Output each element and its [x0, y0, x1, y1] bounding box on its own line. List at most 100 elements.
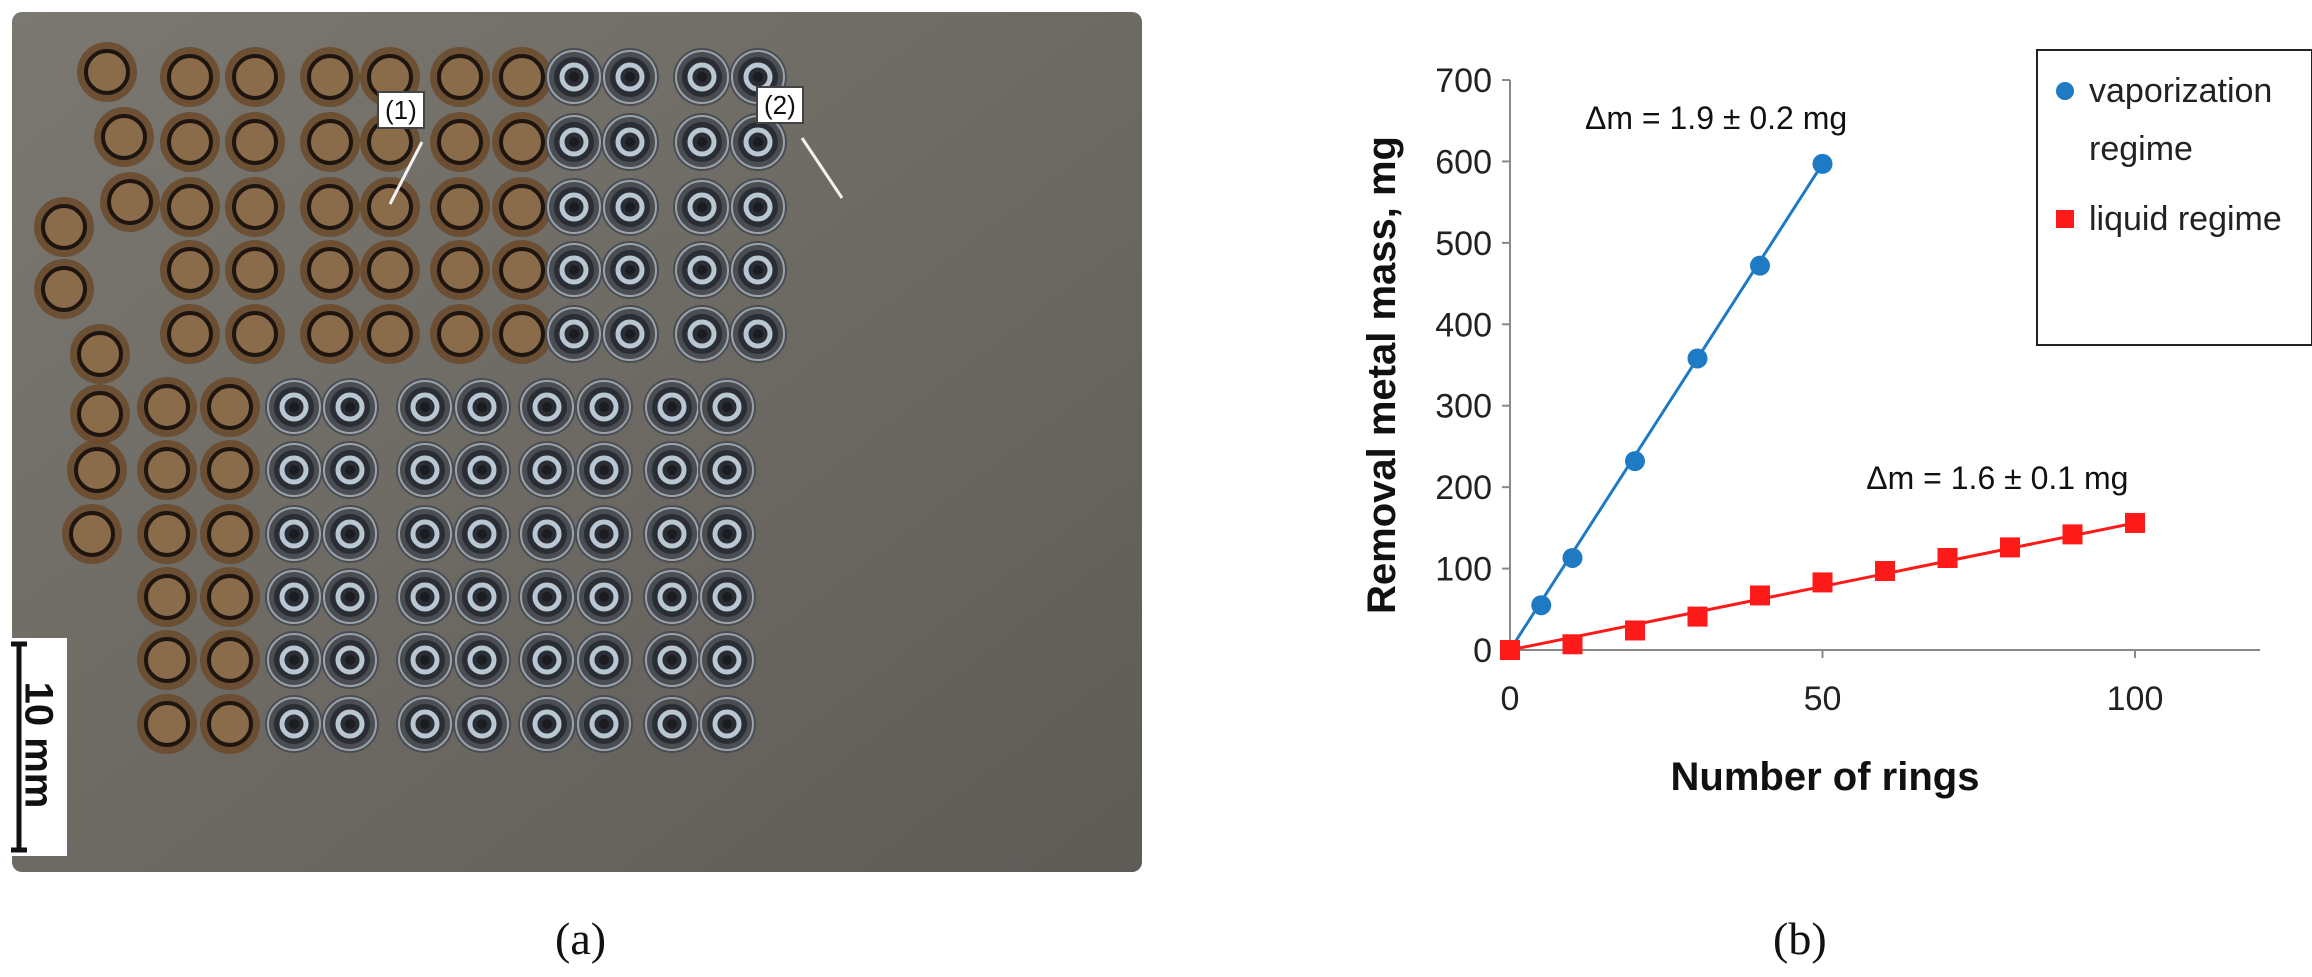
steel-spot — [321, 631, 379, 689]
data-point — [2125, 513, 2145, 533]
legend-marker-circle — [2056, 82, 2074, 100]
data-point — [1688, 607, 1708, 627]
steel-spot — [396, 568, 454, 626]
steel-spot — [575, 378, 633, 436]
rust-spot — [430, 240, 490, 300]
steel-spot — [518, 568, 576, 626]
steel-spot — [673, 241, 731, 299]
steel-spot — [265, 568, 323, 626]
x-tick-label: 50 — [1804, 680, 1842, 718]
steel-spot — [601, 113, 659, 171]
data-point — [1813, 154, 1833, 174]
steel-spot — [575, 631, 633, 689]
rust-spot — [160, 112, 220, 172]
steel-spot — [453, 568, 511, 626]
steel-spot — [673, 305, 731, 363]
rust-spot — [300, 112, 360, 172]
data-point — [1750, 585, 1770, 605]
y-axis-title: Removal metal mass, mg — [1360, 136, 1404, 614]
data-point — [1813, 572, 1833, 592]
steel-spot — [265, 695, 323, 753]
rust-spot — [77, 42, 137, 102]
slope-annotation: Δm = 1.6 ± 0.1 mg — [1866, 460, 2128, 496]
legend-entry: liquid regime — [2056, 200, 2282, 238]
steel-spot — [518, 378, 576, 436]
steel-spot — [265, 441, 323, 499]
rust-spot — [225, 47, 285, 107]
scale-bar-label: 10 mm — [16, 682, 61, 809]
data-point — [1938, 548, 1958, 568]
steel-spot — [545, 178, 603, 236]
rust-spot — [137, 694, 197, 754]
data-point — [2000, 537, 2020, 557]
rust-spot — [300, 240, 360, 300]
rust-spot — [34, 197, 94, 257]
y-tick-label: 500 — [1435, 225, 1492, 263]
steel-spot — [601, 48, 659, 106]
series-liquid: Δm = 1.6 ± 0.1 mg — [1500, 460, 2145, 660]
steel-spot — [698, 505, 756, 563]
y-tick-label: 700 — [1435, 62, 1492, 100]
data-point — [1563, 548, 1583, 568]
steel-spot — [265, 505, 323, 563]
steel-spot — [396, 695, 454, 753]
rust-spot — [160, 240, 220, 300]
steel-spot — [321, 441, 379, 499]
legend-marker-square — [2056, 210, 2074, 228]
y-tick-label: 0 — [1473, 632, 1492, 670]
x-tick-label: 0 — [1501, 680, 1520, 718]
series-vaporization: Δm = 1.9 ± 0.2 mg — [1500, 100, 1847, 660]
steel-spot — [643, 378, 701, 436]
rust-spot — [430, 177, 490, 237]
rust-spot — [70, 384, 130, 444]
steel-spot — [453, 631, 511, 689]
steel-spot — [265, 378, 323, 436]
rust-spot — [492, 177, 552, 237]
rust-spot — [200, 694, 260, 754]
rust-spot — [94, 107, 154, 167]
data-point — [1625, 451, 1645, 471]
steel-spot — [729, 241, 787, 299]
callout-label-1: (1) — [377, 91, 425, 129]
steel-spot — [729, 178, 787, 236]
rust-spot — [492, 240, 552, 300]
rust-spot — [360, 177, 420, 237]
steel-spot — [698, 568, 756, 626]
rust-spot — [492, 47, 552, 107]
rust-spot — [70, 324, 130, 384]
rust-spot — [492, 112, 552, 172]
steel-spot — [321, 695, 379, 753]
steel-spot — [518, 695, 576, 753]
steel-spot — [698, 695, 756, 753]
fit-line — [1510, 164, 1823, 650]
steel-spot — [575, 568, 633, 626]
callout-label-2: (2) — [756, 86, 804, 124]
rust-spot — [430, 304, 490, 364]
rust-spot — [160, 47, 220, 107]
steel-spot — [601, 241, 659, 299]
rust-spot — [225, 112, 285, 172]
steel-spot — [698, 378, 756, 436]
steel-spot — [518, 441, 576, 499]
steel-spot — [453, 441, 511, 499]
steel-spot — [575, 441, 633, 499]
specimen-photo-drawing — [12, 12, 1142, 872]
steel-spot — [321, 378, 379, 436]
rust-spot — [137, 567, 197, 627]
steel-spot — [643, 505, 701, 563]
steel-spot — [518, 631, 576, 689]
data-point — [1750, 256, 1770, 276]
x-axis-title: Number of rings — [1671, 755, 1980, 799]
rust-spot — [225, 240, 285, 300]
data-point — [1563, 634, 1583, 654]
legend-label: liquid regime — [2089, 200, 2282, 238]
rust-spot — [67, 440, 127, 500]
steel-spot — [545, 113, 603, 171]
rust-spot — [200, 440, 260, 500]
data-point — [1531, 595, 1551, 615]
legend-label: regime — [2089, 130, 2193, 168]
data-point — [1625, 620, 1645, 640]
y-tick-label: 100 — [1435, 551, 1492, 589]
data-point — [1500, 640, 1520, 660]
steel-spot — [643, 441, 701, 499]
